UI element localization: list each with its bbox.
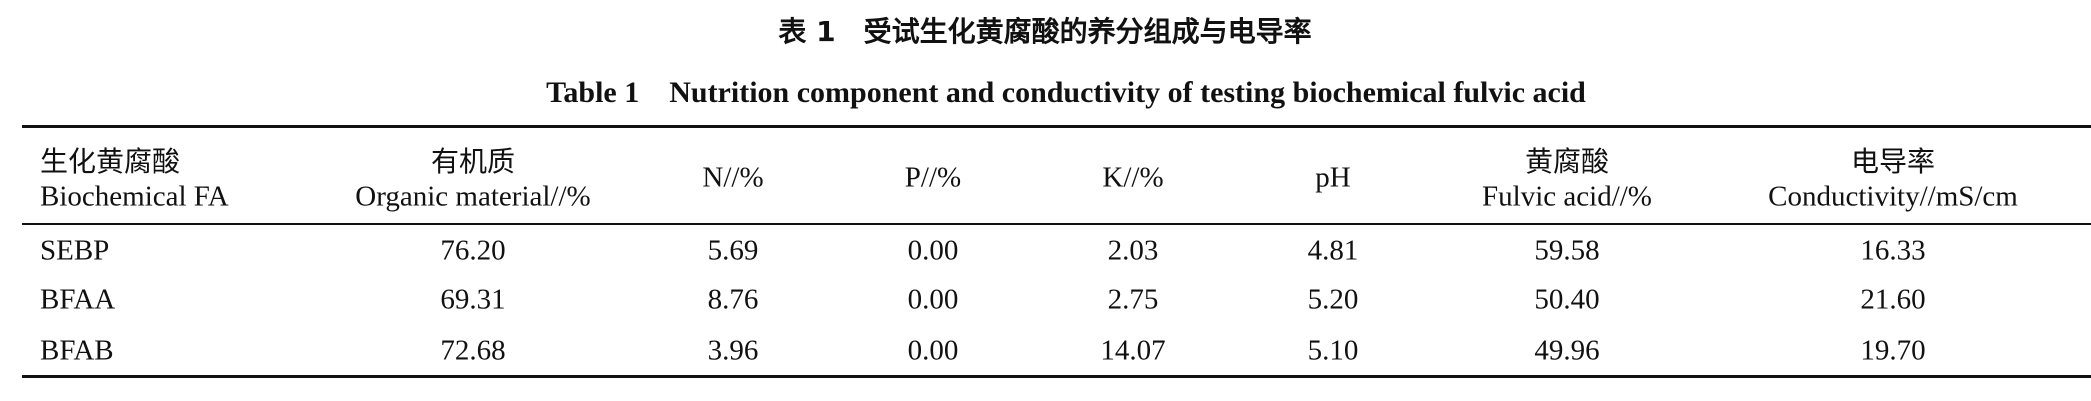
cell: 5.10 — [1307, 334, 1359, 367]
cell: 4.81 — [1307, 234, 1359, 267]
cell: 76.20 — [440, 234, 506, 267]
cell: 72.68 — [440, 334, 506, 367]
cell: 3.96 — [707, 334, 759, 367]
column-header: N//% — [702, 161, 764, 194]
cell: 5.69 — [707, 234, 759, 267]
row-label: SEBP — [40, 234, 110, 267]
column-header: pH — [1315, 161, 1351, 194]
cell: 5.20 — [1307, 283, 1359, 316]
cell: 8.76 — [707, 283, 759, 316]
column-header-en: Biochemical FA — [40, 180, 229, 213]
column-header: P//% — [904, 161, 962, 194]
column-header-en: Organic material//% — [355, 180, 591, 213]
row-label: BFAA — [40, 283, 116, 316]
cell: 69.31 — [440, 283, 506, 316]
row-label: BFAB — [40, 334, 114, 367]
column-header-zh: 黄腐酸 — [1524, 145, 1610, 178]
cell: 14.07 — [1100, 334, 1166, 367]
cell: 0.00 — [907, 234, 959, 267]
cell: 2.75 — [1107, 283, 1159, 316]
column-header-en: Fulvic acid//% — [1482, 180, 1652, 213]
mid-rule — [22, 223, 2091, 225]
cell: 50.40 — [1534, 283, 1600, 316]
cell: 19.70 — [1860, 334, 1926, 367]
column-header-zh: 有机质 — [430, 145, 516, 178]
bottom-rule — [22, 375, 2091, 378]
cell: 2.03 — [1107, 234, 1159, 267]
cell: 59.58 — [1534, 234, 1600, 267]
column-header-zh: 生化黄腐酸 — [40, 145, 181, 178]
cell: 0.00 — [907, 334, 959, 367]
title-en: Table 1 Nutrition component and conducti… — [546, 76, 1586, 109]
column-header-en: Conductivity//mS/cm — [1768, 180, 2018, 213]
cell: 0.00 — [907, 283, 959, 316]
top-rule — [22, 125, 2091, 128]
column-header-zh: 电导率 — [1850, 145, 1936, 178]
column-header: K//% — [1102, 161, 1164, 194]
title-cn: 表 1 受试生化黄腐酸的养分组成与电导率 — [778, 15, 1312, 48]
cell: 21.60 — [1860, 283, 1926, 316]
cell: 16.33 — [1860, 234, 1926, 267]
cell: 49.96 — [1534, 334, 1600, 367]
